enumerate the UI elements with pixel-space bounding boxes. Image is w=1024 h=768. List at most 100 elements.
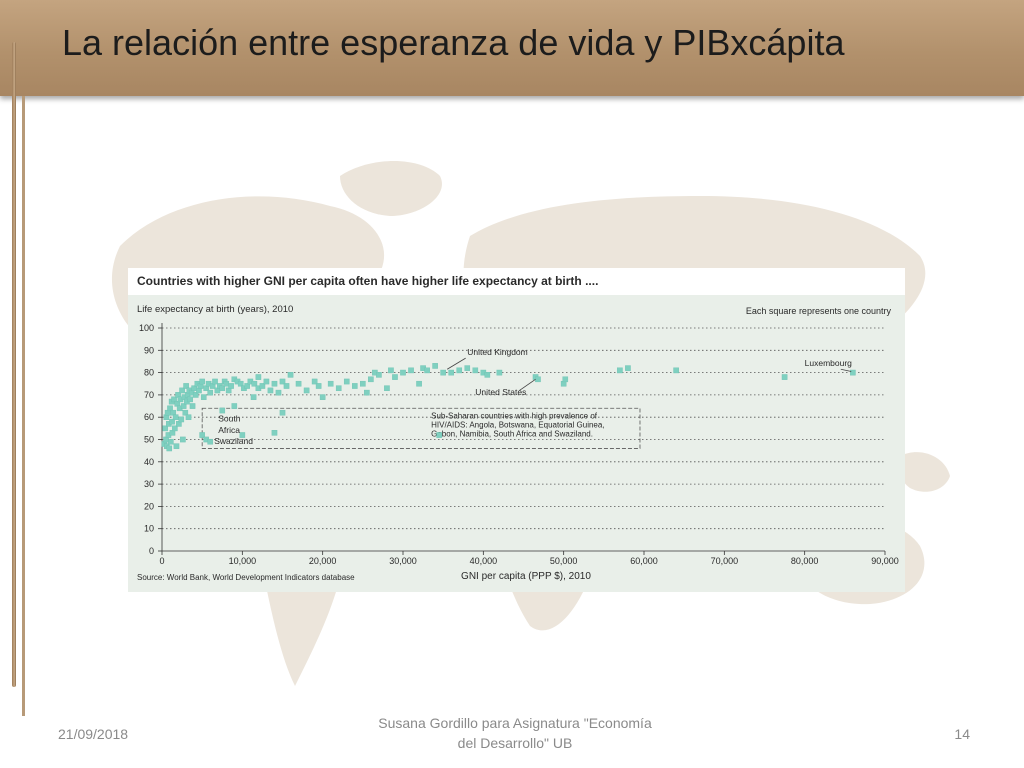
x-tick-label: 70,000 xyxy=(711,556,739,566)
hiv-aids-highlight-box xyxy=(201,407,641,449)
data-point xyxy=(315,383,322,389)
x-axis-label: GNI per capita (PPP $), 2010 xyxy=(461,571,591,582)
y-tick-label: 30 xyxy=(144,479,154,489)
data-point xyxy=(183,383,189,389)
data-point xyxy=(388,367,394,374)
data-point xyxy=(484,372,491,378)
data-point xyxy=(311,378,318,385)
data-point xyxy=(228,383,234,389)
annotation-leader-united-states xyxy=(519,378,536,391)
data-point xyxy=(327,380,334,387)
data-point xyxy=(440,369,446,376)
decorative-vertical-line xyxy=(12,42,16,687)
footer-author: Susana Gordillo para Asignatura "Economí… xyxy=(350,713,680,753)
data-point xyxy=(199,432,205,438)
annotation-south-africa: Africa xyxy=(218,425,240,435)
data-point xyxy=(432,363,438,369)
data-point xyxy=(303,387,310,394)
data-point xyxy=(169,418,175,425)
data-point xyxy=(255,374,262,380)
y-tick-label: 70 xyxy=(144,390,154,400)
data-point xyxy=(464,365,471,371)
x-tick-label: 10,000 xyxy=(229,556,257,566)
x-tick-label: 60,000 xyxy=(630,556,658,566)
x-tick-label: 80,000 xyxy=(791,556,819,566)
y-axis-label: Life expectancy at birth (years), 2010 xyxy=(137,304,293,315)
data-point xyxy=(172,425,178,432)
data-point xyxy=(219,407,226,414)
chart-title: Countries with higher GNI per capita oft… xyxy=(137,274,598,288)
data-point xyxy=(781,374,788,380)
data-point xyxy=(436,432,442,438)
data-point xyxy=(364,389,370,396)
highlight-box-text: Sub-Saharan countries with high prevalen… xyxy=(431,411,598,420)
x-tick-label: 90,000 xyxy=(871,556,899,566)
data-point xyxy=(185,414,192,421)
x-tick-label: 50,000 xyxy=(550,556,578,566)
plot-background xyxy=(128,295,905,592)
data-point xyxy=(207,389,213,396)
data-point xyxy=(400,369,406,376)
data-point xyxy=(343,378,350,385)
title-bar: La relación entre esperanza de vida y PI… xyxy=(0,0,1024,96)
data-point xyxy=(287,372,294,378)
data-point xyxy=(199,378,205,385)
data-point xyxy=(360,380,366,387)
data-point xyxy=(231,403,238,409)
data-point xyxy=(251,380,258,387)
data-point xyxy=(279,378,286,385)
data-point xyxy=(237,380,244,387)
data-point xyxy=(384,385,390,392)
data-point xyxy=(335,385,342,392)
data-point xyxy=(416,380,422,387)
highlight-box-text: HIV/AIDS: Angola, Botswana, Equatorial G… xyxy=(431,420,604,429)
data-point xyxy=(200,394,207,400)
data-point xyxy=(212,378,218,385)
annotation-south-africa: South xyxy=(218,414,240,424)
decorative-vertical-line-inner xyxy=(22,96,25,716)
data-point xyxy=(271,430,278,436)
data-point xyxy=(172,414,179,421)
annotation-luxembourg: Luxembourg xyxy=(805,358,853,368)
data-point xyxy=(263,378,270,385)
data-point xyxy=(673,367,679,374)
data-point xyxy=(267,387,274,394)
data-point xyxy=(351,383,358,389)
footer-author-line2: del Desarrollo" UB xyxy=(457,735,573,751)
scatter-chart: Countries with higher GNI per capita oft… xyxy=(128,274,905,592)
data-point xyxy=(173,443,180,449)
annotation-united-states: United States xyxy=(475,387,526,397)
annotation-united-kingdom: United Kingdom xyxy=(467,347,527,357)
data-point xyxy=(275,389,282,396)
data-point xyxy=(192,392,199,398)
data-point xyxy=(219,385,226,392)
data-point xyxy=(472,367,479,374)
data-point xyxy=(279,409,286,416)
y-tick-label: 60 xyxy=(144,412,154,422)
y-tick-label: 20 xyxy=(144,501,154,511)
data-point xyxy=(562,376,569,383)
slide-title: La relación entre esperanza de vida y PI… xyxy=(62,22,845,63)
data-point xyxy=(259,383,266,389)
data-point xyxy=(180,436,186,443)
data-point xyxy=(271,380,278,387)
y-tick-label: 90 xyxy=(144,345,154,355)
data-point xyxy=(244,383,250,389)
data-point xyxy=(448,369,455,376)
y-tick-label: 80 xyxy=(144,368,154,378)
y-tick-label: 10 xyxy=(144,524,154,534)
data-point xyxy=(535,376,541,383)
chart-source: Source: World Bank, World Development In… xyxy=(137,573,355,582)
data-point xyxy=(171,396,177,403)
annotation-swaziland: Swaziland xyxy=(214,436,253,446)
data-point xyxy=(189,403,196,409)
data-point xyxy=(239,432,246,438)
data-point xyxy=(424,367,430,374)
data-point xyxy=(408,367,414,374)
chart-panel: Countries with higher GNI per capita oft… xyxy=(128,268,905,592)
data-point xyxy=(167,405,173,412)
data-point xyxy=(376,372,382,378)
x-tick-label: 40,000 xyxy=(470,556,498,566)
highlight-box-text: Gabon, Namibia, South Africa and Swazila… xyxy=(431,429,593,438)
